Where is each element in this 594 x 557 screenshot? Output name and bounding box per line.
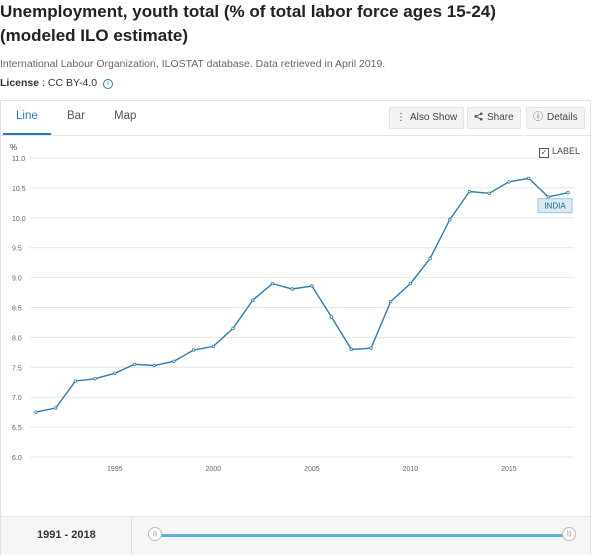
y-tick-label: 10.5 (12, 186, 26, 193)
data-point (428, 256, 432, 261)
source-text: International Labour Organization, ILOST… (0, 58, 386, 70)
y-tick-label: 11.0 (12, 156, 25, 163)
y-axis-label: % (10, 143, 17, 152)
y-tick-label: 9.0 (12, 276, 22, 283)
share-button[interactable]: Share (467, 107, 521, 129)
y-tick-label: 7.0 (12, 395, 22, 402)
range-slider-end-handle[interactable]: ||| (562, 527, 576, 541)
share-label: Share (487, 112, 514, 123)
year-range: 1991 - 2018 (37, 529, 96, 541)
y-tick-label: 10.0 (12, 216, 26, 223)
range-slider-track[interactable] (157, 534, 569, 537)
license-line: License : CC BY-4.0 i (0, 77, 114, 89)
data-point (487, 191, 491, 195)
data-point (73, 379, 78, 383)
data-point (526, 176, 531, 181)
data-point (408, 281, 413, 286)
license-value: : CC BY-4.0 (39, 77, 98, 89)
footer-divider (131, 517, 132, 555)
tab-bar[interactable]: Bar (67, 110, 85, 122)
data-point (566, 190, 570, 195)
y-tick-label: 6.5 (12, 425, 22, 432)
tab-map[interactable]: Map (114, 110, 137, 122)
page-title: Unemployment, youth total (% of total la… (0, 0, 590, 48)
data-point (54, 406, 58, 410)
x-tick-label: 1995 (107, 466, 123, 473)
tab-line[interactable]: Line (16, 110, 38, 122)
label-toggle-text: LABEL (552, 146, 581, 156)
y-tick-label: 9.5 (12, 246, 22, 253)
x-tick-label: 2015 (501, 466, 517, 473)
range-slider-start-handle[interactable]: ||| (148, 527, 162, 541)
more-vertical-icon: ⋮ (396, 112, 406, 123)
checkbox-icon: ✓ (539, 148, 549, 158)
y-tick-label: 6.0 (12, 455, 22, 462)
data-point (369, 346, 373, 350)
data-point (349, 347, 353, 352)
data-point (290, 287, 294, 291)
view-tabs: Line Bar Map ⋮ Also Show Share ⓘ Details (1, 101, 590, 136)
x-tick-label: 2000 (206, 466, 222, 473)
license-label: License (0, 77, 40, 89)
data-point (251, 298, 255, 303)
info-icon[interactable]: i (103, 79, 114, 89)
data-point (388, 299, 393, 304)
active-tab-indicator (3, 133, 51, 135)
line-chart: % 6.0 6.5 7.0 7.5 8.0 8.5 9.0 9.5 10.0 10.5 11.0 199… (10, 143, 574, 473)
data-point (270, 281, 275, 286)
data-point (132, 362, 137, 367)
data-point (172, 359, 176, 364)
data-point (93, 376, 97, 381)
series-label-box (537, 198, 573, 214)
y-tick-label: 8.5 (12, 306, 22, 313)
data-point (310, 284, 314, 288)
data-point (448, 217, 452, 222)
x-tick-label: 2005 (304, 466, 320, 473)
chart-panel: Line Bar Map ⋮ Also Show Share ⓘ Details (0, 100, 591, 555)
y-tick-label: 8.0 (12, 335, 22, 342)
data-point (34, 410, 38, 414)
x-tick-label: 2010 (403, 466, 419, 473)
label-toggle[interactable]: ✓ LABEL (539, 146, 580, 158)
details-label: Details (547, 112, 578, 123)
data-point (191, 348, 196, 352)
title-line-1: Unemployment, youth total (% of total la… (0, 2, 496, 21)
also-show-label: Also Show (410, 112, 458, 123)
data-point (546, 195, 550, 199)
also-show-button[interactable]: ⋮ Also Show (389, 107, 465, 129)
title-line-2: (modeled ILO estimate) (0, 26, 188, 45)
data-point (113, 371, 117, 375)
series-label-india: INDIA (544, 202, 566, 211)
y-tick-label: 7.5 (12, 365, 22, 372)
series-line-india (35, 177, 569, 413)
details-button[interactable]: ⓘ Details (526, 107, 585, 129)
data-point (211, 344, 216, 349)
data-point (329, 315, 334, 319)
data-point (231, 326, 235, 331)
data-point (507, 180, 511, 184)
data-point (152, 363, 156, 368)
info-circle-icon: ⓘ (533, 112, 543, 123)
range-footer: 1991 - 2018 ||| ||| (1, 516, 590, 555)
data-point (467, 189, 472, 194)
share-icon (474, 108, 483, 128)
